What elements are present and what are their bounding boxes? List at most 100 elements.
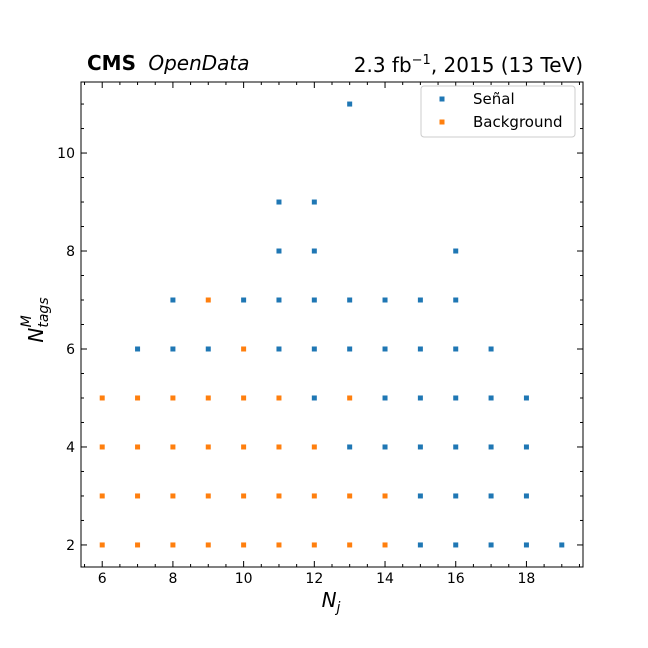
legend-marker	[439, 96, 445, 102]
data-point-senal	[488, 346, 494, 352]
data-point-senal	[453, 542, 459, 548]
data-point-background	[170, 395, 176, 401]
data-point-senal	[311, 297, 317, 303]
data-point-senal	[276, 199, 282, 205]
data-point-background	[99, 542, 105, 548]
data-point-background	[205, 542, 211, 548]
data-point-background	[241, 395, 247, 401]
data-point-senal	[382, 395, 388, 401]
data-point-senal	[453, 493, 459, 499]
data-point-senal	[382, 297, 388, 303]
data-point-background	[99, 444, 105, 450]
axes: 6 8 10 12 14 16 18 2 4 6 8 10	[57, 81, 584, 587]
data-point-senal	[453, 248, 459, 254]
data-point-senal	[523, 395, 529, 401]
data-point-background	[205, 444, 211, 450]
data-point-background	[382, 493, 388, 499]
data-point-background	[347, 542, 353, 548]
data-point-senal	[311, 395, 317, 401]
data-point-senal	[453, 395, 459, 401]
data-point-senal	[453, 346, 459, 352]
x-tick-label: 18	[518, 571, 536, 587]
data-point-background	[205, 297, 211, 303]
data-point-background	[382, 542, 388, 548]
data-point-senal	[170, 346, 176, 352]
data-point-background	[311, 493, 317, 499]
title-cms: CMS	[87, 51, 136, 75]
data-point-senal	[417, 395, 423, 401]
data-point-background	[241, 493, 247, 499]
data-point-background	[135, 542, 141, 548]
data-point-senal	[135, 346, 141, 352]
data-point-background	[347, 395, 353, 401]
legend-label: Señal	[473, 90, 515, 108]
x-tick-label: 6	[98, 571, 107, 587]
data-point-background	[241, 542, 247, 548]
y-tick-label: 8	[66, 244, 75, 260]
data-point-senal	[311, 346, 317, 352]
data-point-senal	[523, 493, 529, 499]
legend-marker	[439, 119, 445, 125]
data-point-senal	[559, 542, 565, 548]
data-point-senal	[523, 444, 529, 450]
data-point-senal	[311, 248, 317, 254]
x-tick-label: 14	[376, 571, 394, 587]
data-point-senal	[347, 297, 353, 303]
data-point-senal	[347, 101, 353, 107]
data-point-background	[276, 444, 282, 450]
y-tick-label: 2	[66, 538, 75, 554]
data-point-background	[241, 346, 247, 352]
data-point-senal	[417, 346, 423, 352]
data-point-senal	[276, 297, 282, 303]
data-point-senal	[170, 297, 176, 303]
data-point-background	[311, 444, 317, 450]
data-point-senal	[417, 493, 423, 499]
data-point-background	[347, 493, 353, 499]
data-point-background	[135, 444, 141, 450]
data-point-background	[170, 542, 176, 548]
y-tick-label: 6	[66, 342, 75, 358]
data-point-background	[170, 493, 176, 499]
x-tick-label: 10	[235, 571, 253, 587]
data-point-background	[135, 493, 141, 499]
chart-title-right: 2.3 fb−1, 2015 (13 TeV)	[354, 53, 583, 77]
y-axis-label: NtagsM	[19, 297, 52, 342]
data-point-background	[311, 542, 317, 548]
title-opendata: OpenData	[148, 51, 249, 75]
data-point-background	[135, 395, 141, 401]
data-point-senal	[417, 444, 423, 450]
x-axis-label: Nj	[322, 588, 341, 616]
data-point-senal	[276, 248, 282, 254]
data-point-senal	[488, 444, 494, 450]
legend-box	[420, 85, 576, 138]
data-point-senal	[241, 297, 247, 303]
plot-marks	[99, 101, 565, 548]
y-tick-label: 10	[57, 146, 75, 162]
data-point-senal	[382, 346, 388, 352]
data-point-senal	[347, 444, 353, 450]
y-tick-label: 4	[66, 440, 75, 456]
data-point-senal	[453, 444, 459, 450]
data-point-senal	[347, 346, 353, 352]
data-point-senal	[276, 346, 282, 352]
legend: Señal Background	[420, 85, 576, 138]
data-point-senal	[488, 542, 494, 548]
data-point-senal	[205, 346, 211, 352]
data-point-background	[276, 493, 282, 499]
data-point-background	[276, 542, 282, 548]
data-point-background	[170, 444, 176, 450]
data-point-senal	[523, 542, 529, 548]
x-tick-label: 8	[168, 571, 177, 587]
plot-frame	[80, 81, 584, 568]
data-point-background	[205, 395, 211, 401]
data-point-senal	[382, 444, 388, 450]
chart-title-left: CMS OpenData	[87, 51, 250, 75]
x-tick-label: 16	[447, 571, 465, 587]
data-point-background	[205, 493, 211, 499]
data-point-senal	[417, 542, 423, 548]
data-point-senal	[311, 199, 317, 205]
data-point-senal	[488, 493, 494, 499]
data-point-background	[241, 444, 247, 450]
data-point-background	[99, 395, 105, 401]
